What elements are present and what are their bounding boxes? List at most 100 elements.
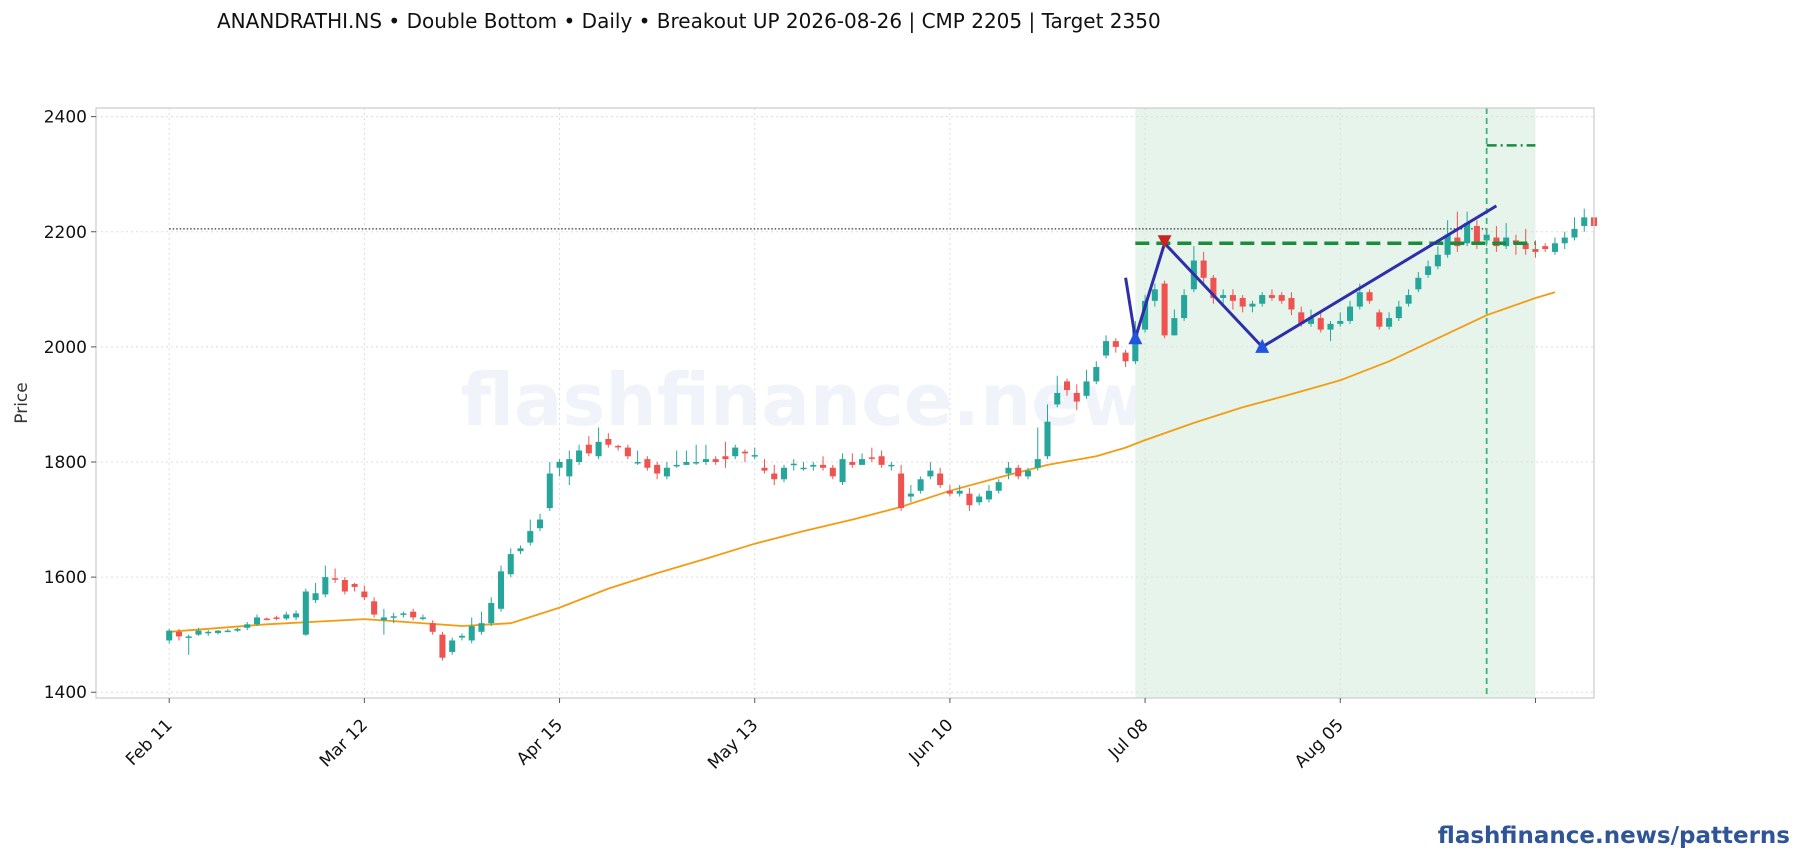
candle: [907, 485, 914, 503]
candle-body: [859, 459, 866, 465]
candle: [732, 444, 739, 460]
candle: [1171, 309, 1178, 336]
candle: [1366, 289, 1373, 304]
candle-body: [693, 462, 700, 464]
plot-frame: [95, 107, 1595, 699]
candle-body: [1405, 295, 1412, 304]
candle: [790, 459, 797, 471]
candle-body: [1386, 318, 1393, 327]
candle: [1405, 289, 1412, 307]
candle-body: [1327, 323, 1334, 330]
candle: [527, 519, 534, 546]
candle-body: [1278, 295, 1285, 301]
candle: [1054, 375, 1061, 408]
candle-body: [1259, 295, 1266, 304]
candle-body: [820, 464, 827, 468]
candle-body: [439, 634, 446, 658]
candle-body: [253, 617, 261, 625]
candle: [868, 447, 875, 462]
candle: [195, 627, 202, 636]
candle-body: [1464, 223, 1471, 244]
candle: [341, 577, 348, 595]
candle-body: [615, 445, 622, 448]
candle-body: [888, 464, 895, 467]
candle: [1024, 467, 1032, 480]
candle: [175, 628, 182, 641]
candle: [1464, 211, 1471, 247]
candle-body: [1268, 295, 1275, 298]
candle: [1073, 384, 1080, 411]
candle: [488, 597, 495, 627]
candle: [1044, 404, 1051, 460]
candle: [312, 582, 319, 604]
candle: [1434, 246, 1441, 270]
candle-body: [605, 438, 612, 445]
candle: [283, 611, 290, 621]
candle: [1063, 378, 1071, 396]
candle: [859, 453, 866, 465]
candle-body: [624, 447, 631, 457]
candle: [1542, 243, 1549, 252]
candle-body: [1395, 306, 1402, 319]
candle-body: [1083, 381, 1090, 396]
candle: [976, 493, 983, 506]
y-axis-label: Price: [12, 382, 32, 423]
candle-body: [1307, 318, 1315, 324]
candle-body: [468, 626, 475, 641]
candle-body: [1317, 318, 1324, 330]
candle: [927, 462, 934, 480]
candle-body: [800, 467, 807, 470]
x-tick-label: May 13: [704, 715, 762, 773]
candle-body: [1473, 226, 1480, 244]
candle-body: [322, 577, 329, 595]
candle: [888, 462, 895, 471]
x-tick-label: Apr 15: [513, 715, 567, 769]
candle: [400, 611, 407, 618]
candle: [634, 450, 641, 465]
candle-body: [1366, 292, 1373, 301]
candle: [1444, 220, 1451, 258]
candle: [1015, 464, 1022, 480]
candle: [595, 427, 602, 460]
candle-body: [1103, 341, 1110, 356]
candle-body: [478, 623, 485, 632]
candle: [234, 627, 241, 632]
y-tick-label: 2000: [44, 338, 87, 358]
candle-body: [244, 624, 251, 628]
candle-body: [1054, 392, 1061, 405]
candle: [624, 444, 631, 460]
candle-body: [751, 455, 758, 457]
candle-body: [1073, 392, 1080, 402]
candle: [332, 568, 339, 583]
candle-body: [351, 584, 358, 587]
candle: [1581, 208, 1588, 232]
candle: [1571, 217, 1578, 241]
candle-body: [995, 482, 1002, 491]
candle: [1425, 260, 1432, 278]
candle-body: [917, 479, 924, 491]
candle-body: [175, 631, 182, 637]
candle-body: [507, 554, 514, 575]
candle-body: [1425, 266, 1432, 275]
pattern-highlight-region: [1135, 108, 1536, 698]
candle: [985, 485, 992, 503]
x-tick-label: Feb 11: [122, 715, 177, 770]
candle-body: [517, 548, 524, 552]
candle-body: [644, 459, 651, 468]
candle-body: [712, 459, 719, 462]
candle-body: [722, 456, 729, 460]
candle: [605, 433, 612, 448]
candle-body: [1181, 295, 1188, 319]
candle-body: [1483, 234, 1490, 241]
candle-body: [185, 636, 192, 638]
candle: [263, 617, 270, 621]
candle: [937, 467, 944, 488]
candle: [371, 597, 378, 618]
footer-link[interactable]: flashfinance.news/patterns: [1438, 823, 1790, 849]
candle-body: [868, 457, 875, 459]
candle: [351, 582, 358, 592]
x-tick-label: Jul 08: [1104, 715, 1152, 763]
candle: [478, 611, 485, 635]
candle: [878, 450, 885, 468]
candle-body: [898, 473, 905, 509]
